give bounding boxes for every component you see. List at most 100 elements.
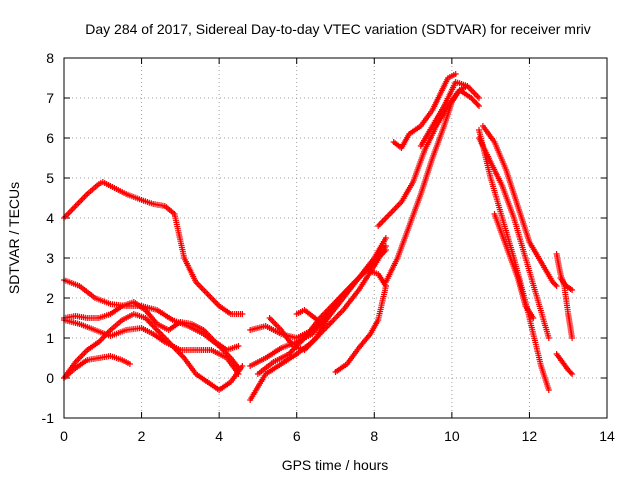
data-point-run [340,276,361,297]
data-point-run [247,356,267,369]
data-point-run [72,313,89,321]
x-axis-label: GPS time / hours [282,457,389,473]
y-tick-label: 0 [46,370,54,386]
data-point-run [386,200,403,217]
y-tick-label: 4 [46,210,54,226]
data-point-run [464,83,482,101]
data-point-run [169,343,186,360]
data-point-run [382,256,400,285]
data-point-run [429,125,447,161]
data-point-run [522,255,540,299]
x-tick-label: 2 [138,428,146,444]
data-point-run [538,363,552,393]
data-point-run [165,320,182,333]
data-point-run [565,311,576,341]
series-arc-11 [254,267,389,377]
series-arc-17 [417,79,482,149]
data-point-run [181,255,198,284]
series-arc-4 [61,317,242,377]
data-point-run [557,275,569,288]
data-point-run [270,352,290,365]
data-point-run [549,279,560,289]
data-point-run [262,362,283,377]
y-tick-label: 5 [46,170,54,186]
data-point-run [92,295,112,307]
data-point-run [487,175,505,219]
series-arc-20 [479,123,560,289]
data-point-run [72,358,89,371]
data-point-run [107,327,128,339]
data-point-run [119,299,135,309]
data-point-run [394,225,412,261]
series-arc-15 [382,83,471,285]
series-arc-19 [476,135,552,341]
data-point-run [247,372,268,403]
data-point-run [107,353,124,363]
data-point-run [344,346,361,367]
data-point-run [565,367,576,377]
series-arc-24 [557,275,576,293]
data-point-run [433,104,450,129]
y-tick-label: 8 [46,50,54,66]
data-point-run [171,211,187,259]
data-point-run [212,339,229,352]
data-point-run [559,359,571,372]
data-point-run [123,325,143,333]
data-point-run [553,251,564,275]
data-point-run [441,80,458,109]
data-point-run [398,180,415,205]
data-point-run [363,267,380,277]
data-point-run [208,347,228,360]
data-point-run [348,268,369,289]
series-arc-3 [61,299,242,353]
data-point-run [227,311,246,317]
data-point-run [138,197,155,207]
data-point-run [189,321,205,332]
series-arc-22 [553,251,576,341]
chart-title: Day 284 of 2017, Sidereal Day-to-day VTE… [85,21,590,37]
data-point-run [181,355,198,376]
data-point-run [138,325,155,336]
data-point-run [503,167,521,207]
data-point-run [111,185,128,196]
data-point-run [563,283,576,293]
data-point-run [107,318,124,333]
data-point-run [154,321,170,332]
data-point-run [192,371,209,384]
data-point-run [301,307,314,318]
data-point-run [487,159,505,188]
data-point-run [223,343,242,353]
data-point-run [514,203,532,243]
data-point-run [130,311,147,321]
data-point-run [301,336,318,353]
data-point-run [142,307,159,326]
data-point-run [61,204,78,221]
data-point-run [95,180,104,187]
data-point-run [130,299,147,312]
data-point-run [499,183,517,219]
data-point-run [262,323,283,336]
data-point-run [123,191,143,203]
data-point-run [367,318,381,337]
data-point-run [192,279,210,296]
y-tick-label: 7 [46,90,54,106]
data-point-run [445,71,459,81]
data-point-run [254,360,275,377]
data-point-run [371,247,389,265]
data-point-run [417,124,435,149]
data-point-run [429,104,446,129]
data-point-run [313,316,330,341]
data-point-run [119,357,133,367]
data-point-run [522,303,537,321]
data-point-run [107,304,124,317]
y-axis-label: SDTVAR / TECUs [6,182,22,294]
x-tick-label: 14 [599,428,615,444]
data-point-run [499,215,517,259]
data-point-run [410,149,427,185]
x-tick-label: 6 [293,428,301,444]
data-point-run [332,284,353,305]
data-point-run [278,327,295,348]
data-point-run [468,95,482,109]
series-arc-12 [293,307,323,325]
